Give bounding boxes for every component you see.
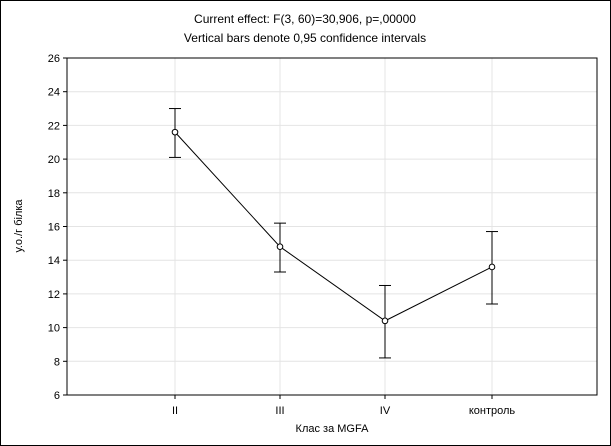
x-tick-label: III bbox=[275, 405, 284, 417]
y-tick-label: 16 bbox=[48, 222, 60, 234]
chart-title: Current effect: F(3, 60)=30,906, p=,0000… bbox=[194, 12, 416, 26]
y-axis-label: у.о./г білка bbox=[13, 199, 25, 253]
y-tick-label: 12 bbox=[48, 289, 60, 301]
data-point bbox=[171, 128, 179, 136]
chart-subtitle: Vertical bars denote 0,95 confidence int… bbox=[184, 31, 426, 45]
y-tick-label: 6 bbox=[54, 390, 60, 402]
x-tick-label: контроль bbox=[469, 405, 516, 417]
y-tick-label: 26 bbox=[48, 53, 60, 65]
data-point bbox=[381, 317, 389, 325]
x-axis: II III IV контроль bbox=[172, 395, 515, 417]
data-points bbox=[171, 128, 496, 325]
error-bars bbox=[169, 108, 498, 359]
y-tick-label: 24 bbox=[48, 87, 60, 99]
x-tick-label: IV bbox=[380, 405, 391, 417]
series-line bbox=[174, 131, 493, 322]
grid bbox=[67, 58, 597, 395]
y-tick-label: 20 bbox=[48, 154, 60, 166]
y-tick-label: 18 bbox=[48, 188, 60, 200]
x-tick-label: II bbox=[172, 405, 178, 417]
y-tick-label: 8 bbox=[54, 356, 60, 368]
x-axis-label: Клас за MGFA bbox=[296, 423, 370, 435]
data-point bbox=[276, 243, 284, 251]
y-tick-label: 22 bbox=[48, 120, 60, 132]
y-tick-label: 10 bbox=[48, 323, 60, 335]
y-tick-label: 14 bbox=[48, 255, 60, 267]
data-point bbox=[488, 263, 496, 271]
y-axis: 6 8 10 12 14 16 18 20 22 24 26 bbox=[48, 53, 67, 402]
